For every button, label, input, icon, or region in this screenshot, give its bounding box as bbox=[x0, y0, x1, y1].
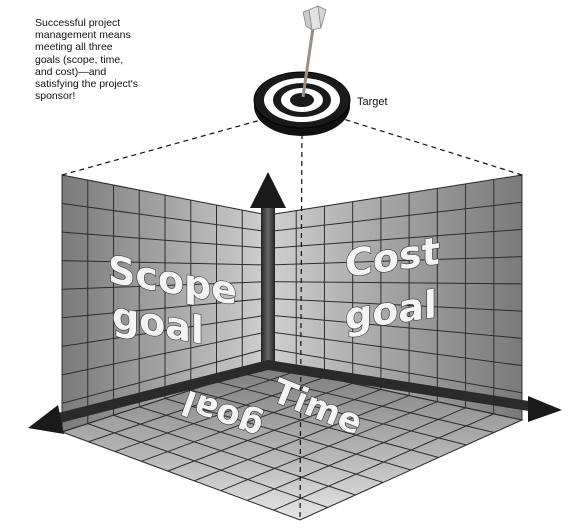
target-bullseye-icon bbox=[253, 71, 351, 136]
axis-arrow-icon bbox=[28, 172, 562, 434]
grid-line bbox=[242, 372, 495, 433]
left-axis-shaft bbox=[50, 360, 268, 425]
guide-line-left bbox=[61, 117, 269, 176]
grid-line bbox=[62, 260, 268, 266]
vertical-axis-shaft bbox=[261, 205, 275, 365]
scope-wall-grid bbox=[62, 175, 268, 432]
grid-line bbox=[62, 231, 268, 249]
grid-line bbox=[268, 347, 522, 394]
grid-line bbox=[62, 347, 268, 404]
grid-line bbox=[87, 423, 328, 508]
grid-line bbox=[62, 331, 268, 376]
dart-arrow-icon bbox=[301, 5, 327, 98]
grid-line bbox=[62, 297, 268, 319]
grid-line bbox=[268, 201, 522, 233]
guide-line-center bbox=[299, 124, 303, 521]
grid-line bbox=[62, 203, 268, 233]
target-label: Target bbox=[357, 96, 388, 108]
grid-line bbox=[190, 389, 439, 458]
grid-line bbox=[268, 281, 522, 285]
grid-line bbox=[216, 381, 467, 446]
grid-line bbox=[268, 314, 522, 339]
grid-line bbox=[62, 281, 268, 290]
grid-line bbox=[268, 331, 522, 367]
grid-line bbox=[164, 398, 412, 471]
guide-line-right bbox=[339, 117, 523, 176]
grid-line bbox=[139, 406, 384, 483]
grid-line bbox=[268, 228, 522, 249]
cost-wall-grid bbox=[268, 175, 522, 420]
grid-line bbox=[268, 297, 522, 312]
right-axis-shaft bbox=[268, 360, 535, 412]
left-axis-head bbox=[28, 405, 64, 434]
vertical-axis-head bbox=[250, 172, 286, 208]
right-axis-head bbox=[528, 396, 562, 422]
grid-line bbox=[62, 314, 268, 347]
grid-line bbox=[268, 256, 522, 266]
caption-text: Successful project management means meet… bbox=[35, 17, 138, 103]
grid-line bbox=[113, 414, 356, 496]
